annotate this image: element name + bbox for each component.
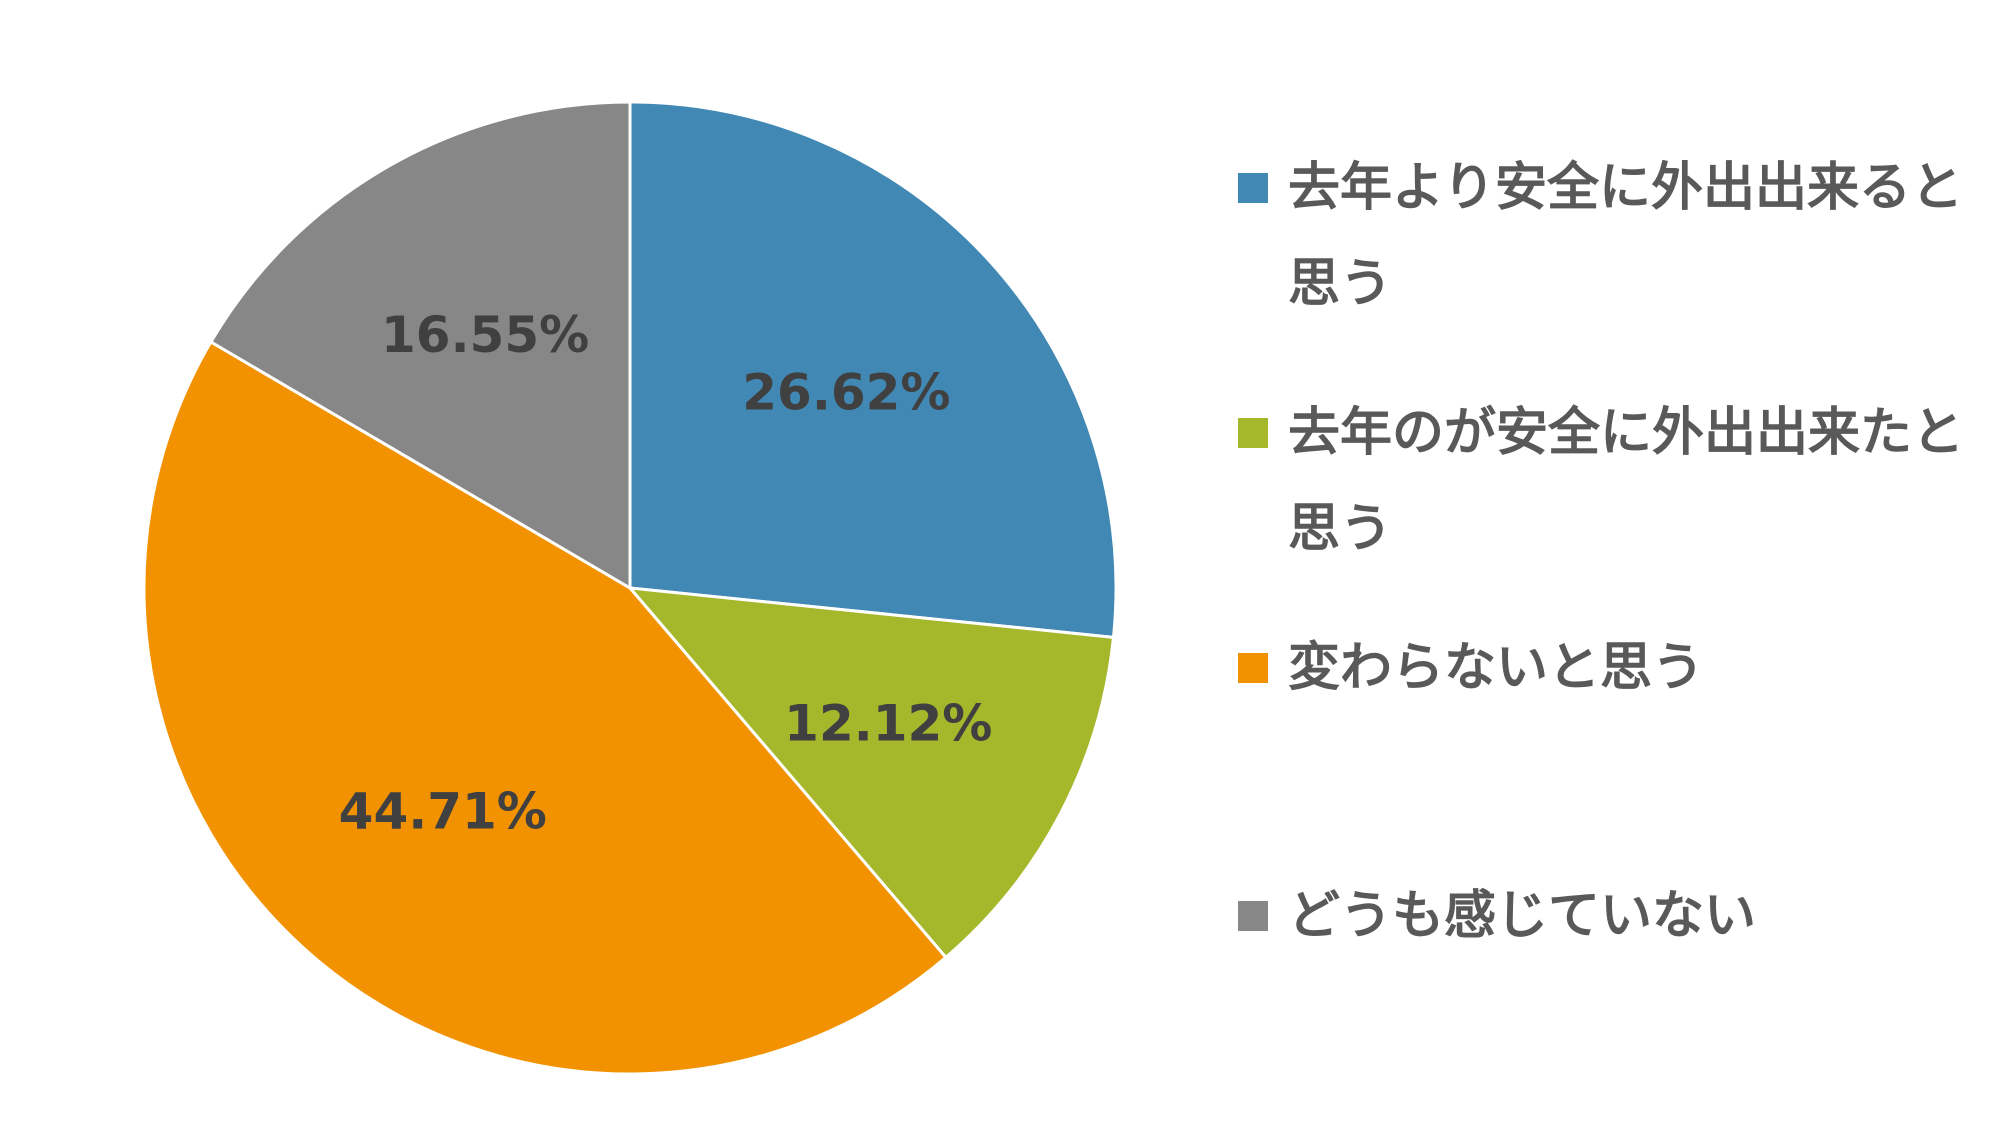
legend-swatch <box>1238 418 1268 448</box>
legend-label: 去年より安全に外出出来ると思う <box>1288 158 1963 314</box>
legend: 去年より安全に外出出来ると思う 去年のが安全に外出出来たと思う 変わらないと思う… <box>1238 0 1978 1125</box>
legend-label: 去年のが安全に外出出来たと思う <box>1288 403 1965 559</box>
legend-label: どうも感じていない <box>1288 886 1757 946</box>
slice-value-label: 16.55% <box>381 306 589 364</box>
legend-swatch <box>1238 901 1268 931</box>
pie-slice <box>142 339 948 1076</box>
slice-value-label: 44.71% <box>339 783 547 841</box>
pie-slice <box>626 586 1116 960</box>
legend-swatch <box>1238 653 1268 683</box>
pie-slice <box>208 100 632 591</box>
slice-value-label: 12.12% <box>784 694 992 752</box>
legend-swatch <box>1238 173 1268 203</box>
pie-slice <box>628 100 1118 640</box>
legend-label: 変わらないと思う <box>1288 638 1705 698</box>
slice-value-label: 26.62% <box>742 364 950 422</box>
